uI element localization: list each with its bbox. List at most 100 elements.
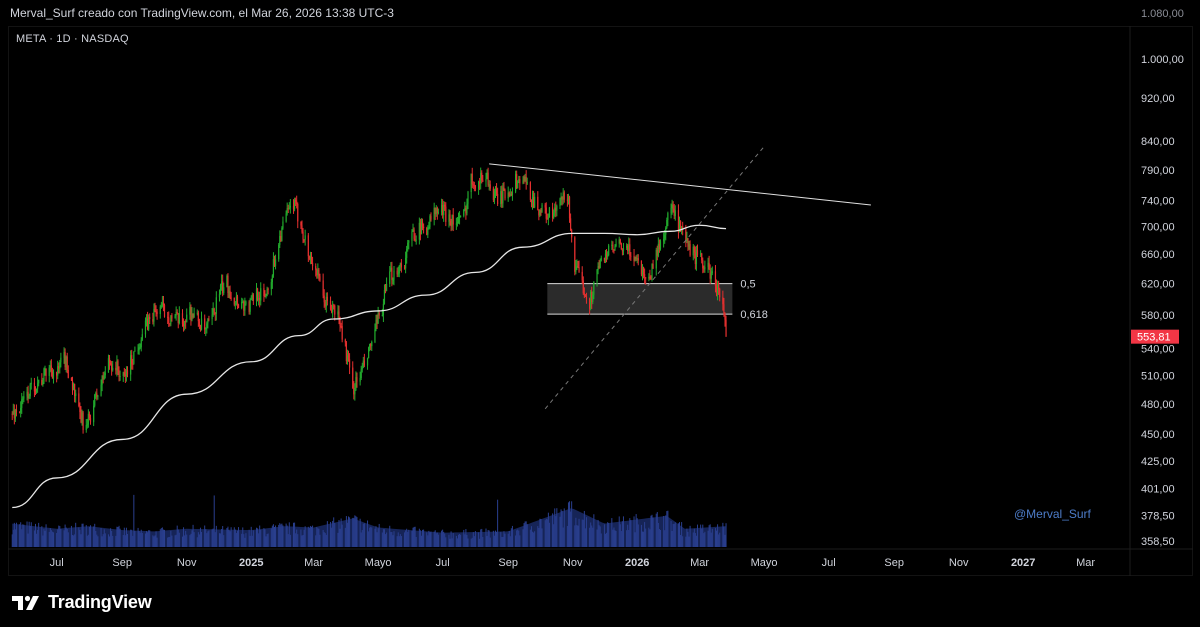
candle-body bbox=[709, 269, 711, 279]
candle-body bbox=[474, 186, 477, 189]
candle-body bbox=[715, 285, 718, 295]
candle-body bbox=[145, 318, 148, 321]
candle-body bbox=[537, 196, 539, 210]
candle-body bbox=[460, 215, 462, 217]
candle-body bbox=[574, 237, 576, 272]
candle-body bbox=[65, 356, 67, 368]
candle-body bbox=[337, 311, 339, 315]
candle-body bbox=[702, 260, 704, 269]
candle-body bbox=[81, 412, 83, 423]
candle-body bbox=[495, 189, 498, 194]
candle-body bbox=[167, 316, 169, 318]
candle-body bbox=[74, 383, 76, 396]
candle-body bbox=[289, 205, 291, 208]
candle-body bbox=[555, 207, 557, 211]
candle-body bbox=[382, 303, 385, 316]
candle-body bbox=[517, 181, 519, 189]
candle-body bbox=[255, 288, 258, 301]
candle-body bbox=[685, 229, 687, 241]
candle-body bbox=[14, 409, 17, 419]
candle-body bbox=[190, 306, 192, 321]
candle-body bbox=[26, 391, 28, 397]
candle-body bbox=[396, 270, 398, 275]
candle-body bbox=[534, 196, 536, 208]
candle-body bbox=[400, 263, 402, 268]
x-tick-label: Mar bbox=[1076, 557, 1095, 569]
candle-body bbox=[509, 193, 511, 197]
candle-body bbox=[181, 313, 184, 324]
candle-body bbox=[494, 189, 497, 192]
candle-body bbox=[619, 239, 621, 244]
candle-body bbox=[629, 244, 631, 256]
tradingview-logo[interactable]: TradingView bbox=[12, 592, 152, 613]
candle-body bbox=[44, 368, 46, 370]
candle-body bbox=[236, 296, 239, 305]
candle-body bbox=[657, 243, 659, 256]
candle-body bbox=[29, 384, 31, 397]
candle-body bbox=[449, 214, 451, 222]
candle-body bbox=[532, 197, 535, 208]
candle-body bbox=[637, 258, 639, 261]
candle-body bbox=[368, 347, 370, 359]
candle-body bbox=[663, 238, 665, 242]
candle-body bbox=[211, 314, 213, 320]
candle-body bbox=[251, 294, 253, 300]
candle-body bbox=[682, 226, 684, 230]
candle-body bbox=[51, 371, 54, 379]
candle-body bbox=[722, 297, 724, 305]
attribution-text: Merval_Surf creado con TradingView.com, … bbox=[10, 6, 394, 20]
attribution-header: Merval_Surf creado con TradingView.com, … bbox=[0, 0, 1200, 26]
candle-body bbox=[260, 288, 262, 301]
candle-body bbox=[156, 311, 158, 315]
candle-body bbox=[377, 312, 379, 324]
candle-body bbox=[34, 391, 37, 393]
x-tick-label: Mar bbox=[304, 557, 323, 569]
candle-body bbox=[641, 266, 644, 275]
candle-body bbox=[538, 209, 540, 216]
candle-body bbox=[492, 188, 494, 200]
candle-body bbox=[463, 210, 465, 216]
candle-body bbox=[485, 178, 487, 182]
candle-body bbox=[444, 204, 446, 207]
candle-body bbox=[159, 306, 161, 315]
candle-body bbox=[465, 208, 467, 214]
candle-body bbox=[206, 323, 208, 328]
candle-body bbox=[569, 218, 572, 231]
candle-body bbox=[378, 312, 380, 316]
candle-body bbox=[415, 239, 417, 241]
candle-body bbox=[108, 358, 111, 363]
x-tick-label: Nov bbox=[563, 557, 583, 569]
candle-body bbox=[649, 276, 651, 279]
candle-body bbox=[168, 317, 170, 324]
candle-body bbox=[182, 323, 185, 327]
candle-body bbox=[599, 260, 601, 269]
candle-body bbox=[692, 246, 694, 256]
candle-body bbox=[243, 301, 245, 311]
candle-body bbox=[263, 288, 265, 297]
candle-body bbox=[87, 413, 89, 425]
candle-body bbox=[525, 176, 527, 184]
candle-body bbox=[633, 255, 635, 262]
candle-body bbox=[212, 308, 214, 315]
candle-body bbox=[279, 235, 281, 245]
candle-body bbox=[111, 364, 113, 371]
candle-body bbox=[131, 355, 133, 364]
x-tick-label: 2026 bbox=[625, 557, 649, 569]
candle-body bbox=[640, 260, 643, 275]
candle-body bbox=[603, 257, 606, 261]
candle-body bbox=[161, 302, 163, 307]
candle-body bbox=[149, 317, 151, 320]
x-tick-label: 2027 bbox=[1011, 557, 1035, 569]
candle-body bbox=[12, 410, 14, 415]
candle-body bbox=[613, 249, 615, 251]
candle-body bbox=[38, 379, 40, 384]
candle-body bbox=[628, 244, 630, 251]
candle-body bbox=[605, 253, 608, 257]
candle-body bbox=[191, 313, 193, 321]
candle-body bbox=[148, 317, 150, 330]
candle-body bbox=[718, 283, 720, 289]
candle-body bbox=[250, 299, 252, 301]
candle-body bbox=[242, 301, 244, 303]
candle-body bbox=[340, 325, 342, 327]
